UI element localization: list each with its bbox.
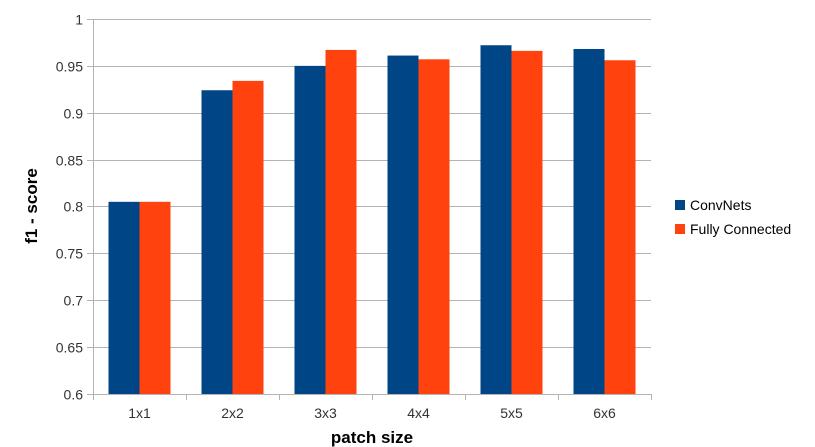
- x-tick-label: 6x6: [593, 405, 616, 421]
- y-tick-label: 0.65: [56, 340, 83, 356]
- y-tick-labels: 0.6 0.65 0.7 0.75 0.8 0.85 0.9 0.95 1: [56, 12, 83, 403]
- x-tick-label: 4x4: [407, 405, 430, 421]
- bar-fully-connected-4x4: [418, 59, 450, 394]
- gridlines: [87, 19, 651, 395]
- y-tick-label: 0.8: [64, 199, 84, 215]
- axes: [93, 19, 652, 400]
- bar-fully-connected-6x6: [604, 60, 636, 394]
- bar-convnets-5x5: [480, 45, 512, 394]
- legend-label: ConvNets: [690, 197, 751, 213]
- y-tick-label: 0.75: [56, 246, 83, 262]
- bar-fully-connected-5x5: [511, 50, 543, 394]
- y-tick-label: 1: [75, 12, 83, 28]
- x-tick-label: 1x1: [128, 405, 151, 421]
- bar-convnets-1x1: [108, 201, 140, 394]
- bars: [108, 45, 636, 394]
- y-tick-label: 0.6: [64, 387, 84, 403]
- legend-swatch: [675, 200, 685, 210]
- bar-fully-connected-3x3: [325, 49, 357, 394]
- legend: ConvNets Fully Connected: [675, 197, 791, 237]
- bar-fully-connected-1x1: [139, 201, 171, 394]
- x-tick-labels: 1x1 2x2 3x3 4x4 5x5 6x6: [128, 405, 616, 421]
- y-tick-label: 0.9: [64, 106, 84, 122]
- x-axis-title: patch size: [331, 428, 413, 447]
- y-tick-label: 0.7: [64, 293, 84, 309]
- y-axis-title: f1 - score: [22, 168, 41, 244]
- bar-convnets-3x3: [294, 65, 326, 394]
- bar-convnets-6x6: [573, 49, 605, 394]
- x-tick-label: 2x2: [221, 405, 244, 421]
- legend-label: Fully Connected: [690, 221, 791, 237]
- bar-convnets-4x4: [387, 55, 419, 394]
- bar-convnets-2x2: [201, 90, 233, 394]
- bar-fully-connected-2x2: [232, 80, 264, 394]
- legend-swatch: [675, 224, 685, 234]
- x-tick-label: 5x5: [500, 405, 523, 421]
- y-tick-label: 0.95: [56, 59, 83, 75]
- y-tick-label: 0.85: [56, 153, 83, 169]
- x-tick-label: 3x3: [314, 405, 337, 421]
